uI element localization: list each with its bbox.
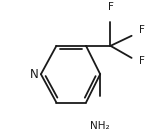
Text: F: F bbox=[140, 56, 145, 66]
Text: N: N bbox=[30, 68, 38, 81]
Text: NH₂: NH₂ bbox=[90, 121, 110, 131]
Text: F: F bbox=[140, 25, 145, 35]
Text: F: F bbox=[107, 2, 113, 12]
